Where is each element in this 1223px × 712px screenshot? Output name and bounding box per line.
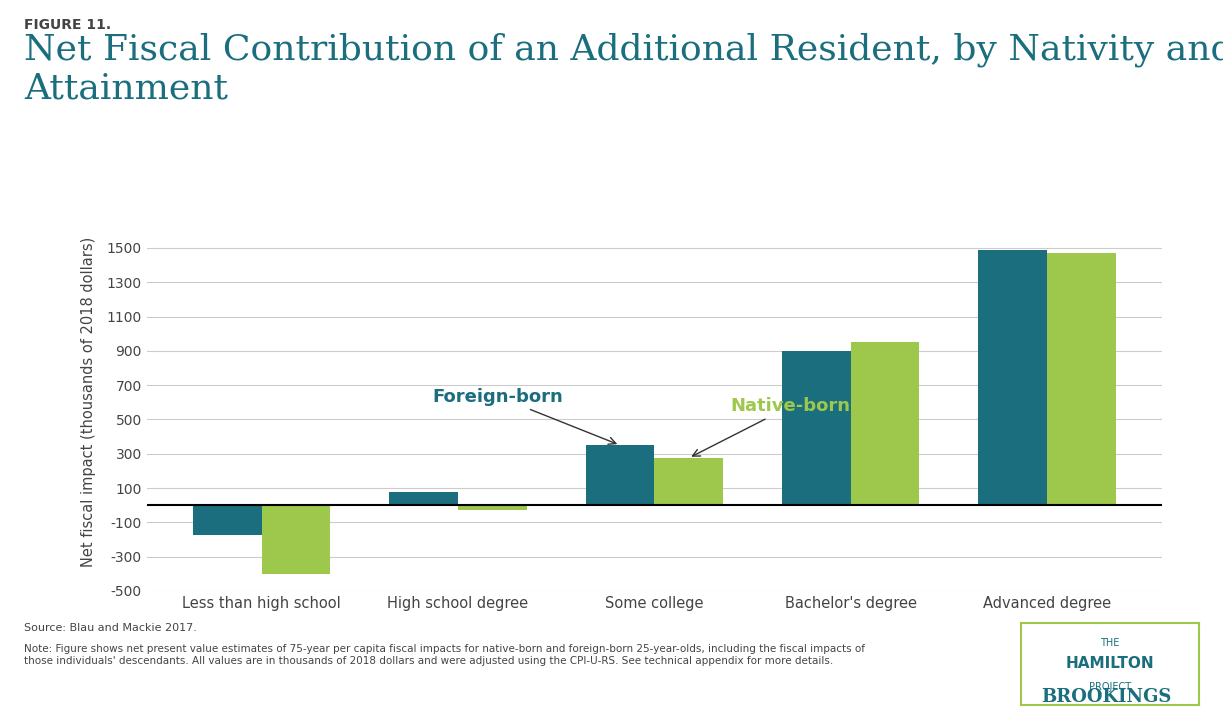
Text: BROOKINGS: BROOKINGS — [1042, 689, 1172, 706]
Bar — [781, 351, 851, 506]
Bar — [262, 506, 330, 574]
Bar — [654, 458, 723, 506]
Text: HAMILTON: HAMILTON — [1065, 656, 1155, 671]
Text: Net Fiscal Contribution of an Additional Resident, by Nativity and Educational
A: Net Fiscal Contribution of an Additional… — [24, 32, 1223, 106]
Bar — [389, 492, 457, 506]
Text: THE: THE — [1101, 638, 1119, 648]
Text: Foreign-born: Foreign-born — [433, 388, 616, 444]
Bar — [851, 342, 920, 506]
Bar — [193, 506, 262, 535]
Text: Native-born: Native-born — [692, 397, 851, 456]
Text: Source: Blau and Mackie 2017.: Source: Blau and Mackie 2017. — [24, 623, 197, 633]
Bar — [1047, 253, 1115, 506]
Bar — [586, 445, 654, 506]
Y-axis label: Net fiscal impact (thousands of 2018 dollars): Net fiscal impact (thousands of 2018 dol… — [81, 237, 95, 567]
Bar — [978, 250, 1047, 506]
Text: FIGURE 11.: FIGURE 11. — [24, 18, 111, 32]
Text: Note: Figure shows net present value estimates of 75-year per capita fiscal impa: Note: Figure shows net present value est… — [24, 644, 866, 666]
Text: PROJECT: PROJECT — [1088, 682, 1131, 692]
Bar — [457, 506, 527, 511]
